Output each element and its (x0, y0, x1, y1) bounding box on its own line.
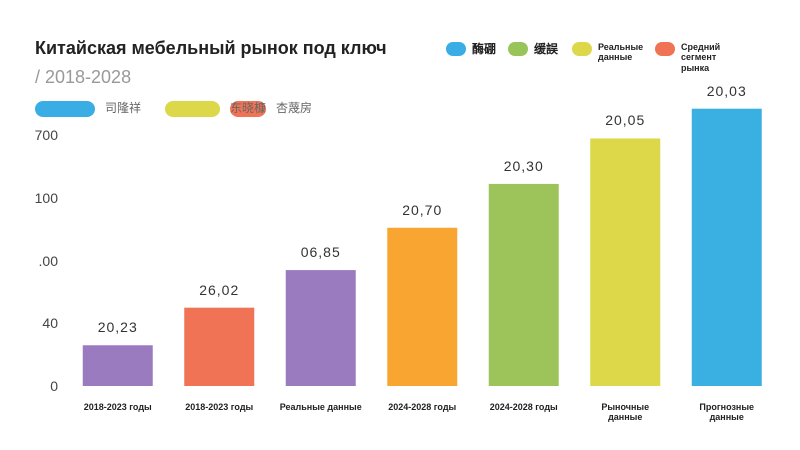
bar (82, 345, 153, 386)
x-tick-label: 2024-2028 годы (489, 402, 558, 412)
legend-swatch (35, 101, 95, 117)
legend-swatch (165, 101, 220, 117)
y-tick-label: 0 (50, 378, 58, 394)
bar (488, 183, 559, 386)
legend-swatch (508, 42, 528, 56)
x-tick-label: 2018-2023 годы (83, 402, 152, 412)
value-label: 20,03 (706, 82, 747, 99)
x-tick-label: 2018-2023 годы (185, 402, 254, 412)
value-label: 06,85 (300, 244, 341, 261)
y-tick-label: .00 (38, 252, 58, 269)
legend-label: 司隆祥 (105, 101, 142, 115)
legend-label: 缓誤 (534, 42, 559, 56)
chart-title: Китайская мебельный рынок под ключ (35, 38, 387, 58)
legend-label: Средний сегмент рынка (681, 42, 721, 73)
x-tick-label: Реальные данные (279, 402, 362, 412)
bar (285, 270, 356, 386)
value-label: 26,02 (199, 281, 240, 298)
value-label: 20,23 (97, 319, 138, 336)
y-tick-label: 40 (42, 315, 58, 332)
value-label: 20,70 (402, 201, 443, 218)
y-tick-label: 700 (34, 127, 58, 144)
legend-swatch (655, 42, 675, 56)
bar (590, 138, 661, 386)
legend-swatch (572, 42, 592, 56)
x-tick-label: 2024-2028 годы (388, 402, 457, 412)
chart-subtitle: / 2018-2028 (35, 67, 132, 87)
legend-label: Реальные данные (598, 42, 644, 63)
bar (691, 108, 762, 386)
x-tick-label: Рыночные данные (601, 402, 650, 423)
legend-swatch (230, 101, 266, 117)
legend-label: 酶硼 (472, 42, 497, 56)
legend-label: 杏蔑房 (276, 101, 313, 115)
bar (387, 227, 458, 386)
x-tick-label: Прогнозные данные (699, 402, 755, 423)
bar (184, 307, 255, 386)
value-label: 20,30 (503, 157, 544, 174)
value-label: 20,05 (605, 112, 646, 129)
y-tick-label: 100 (34, 190, 58, 206)
legend-swatch (446, 42, 466, 56)
legend-label: 东晓槺 (230, 101, 267, 115)
